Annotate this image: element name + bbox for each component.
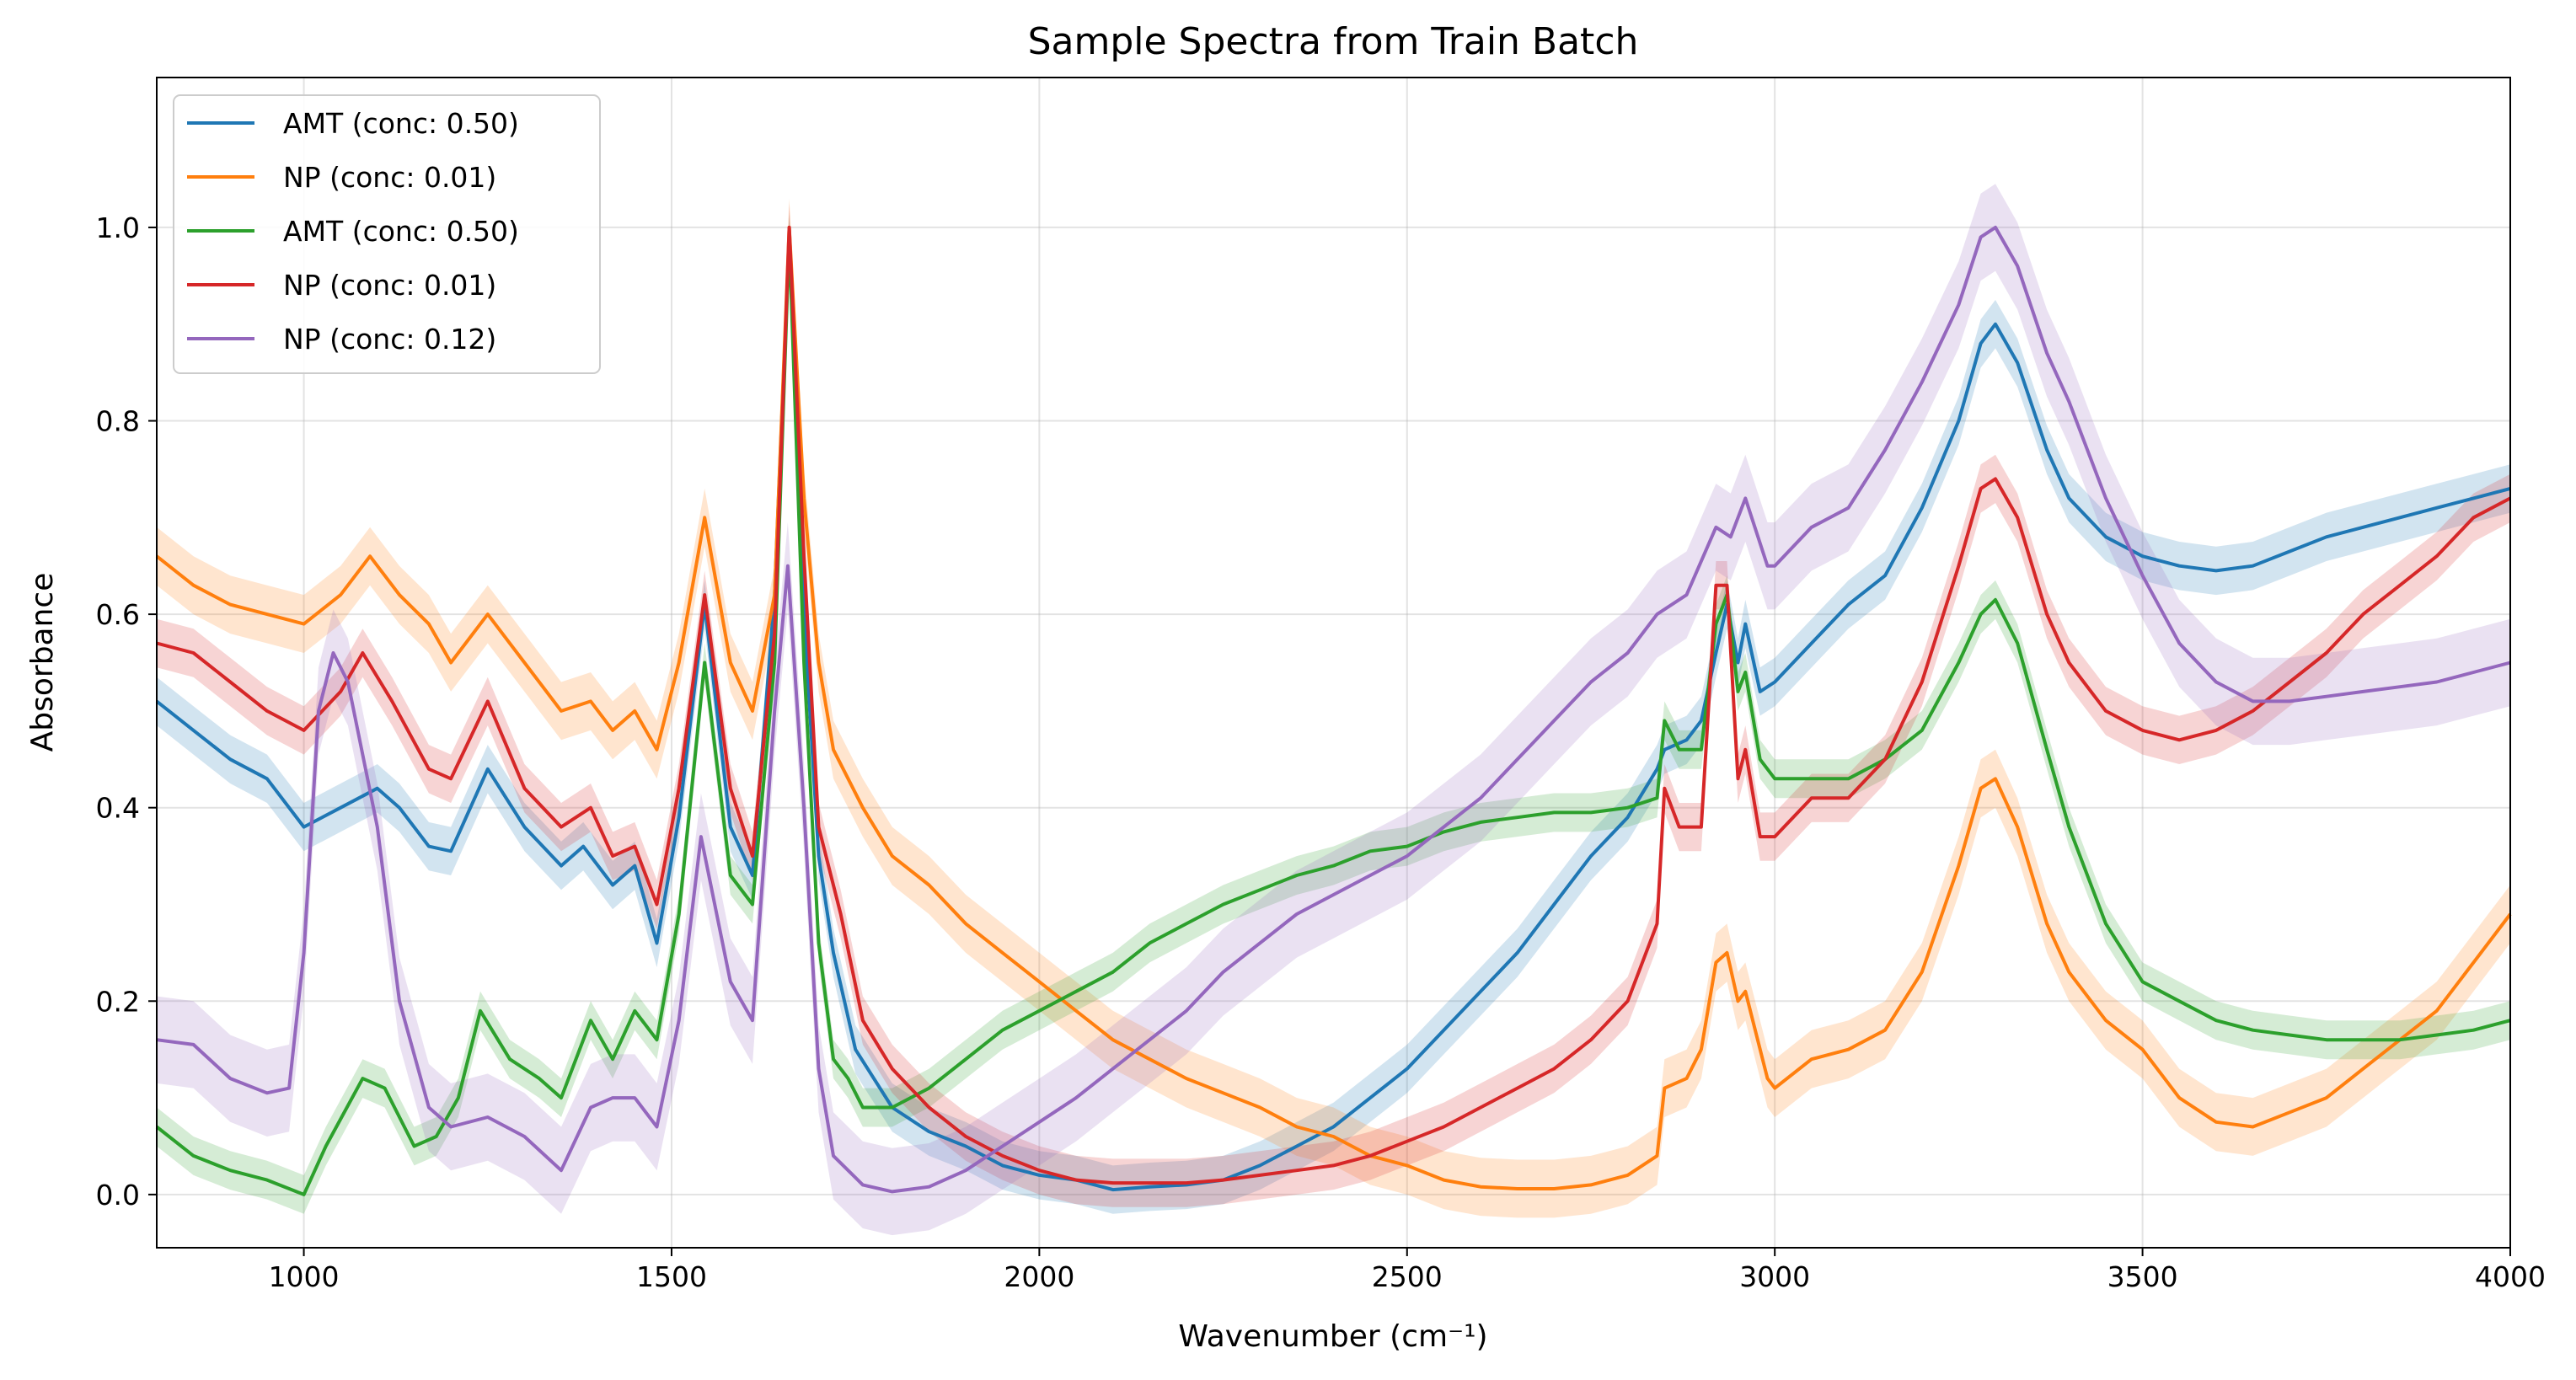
y-tick-label: 0.8 bbox=[96, 405, 140, 438]
legend-label: NP (conc: 0.01) bbox=[283, 269, 496, 302]
x-tick-label: 1500 bbox=[636, 1260, 707, 1293]
legend-label: AMT (conc: 0.50) bbox=[283, 215, 519, 248]
x-tick-label: 2500 bbox=[1372, 1260, 1443, 1293]
x-tick-label: 3000 bbox=[1739, 1260, 1810, 1293]
series-3-line bbox=[155, 235, 2511, 1196]
y-tick-label: 0.0 bbox=[96, 1179, 140, 1212]
axis-ticks: 1000 1500 2000 2500 3000 3500 4000 0.0 0.2 0.4 0.6… bbox=[96, 211, 2546, 1293]
series-2-line bbox=[155, 225, 2512, 1190]
x-tick-label: 3500 bbox=[2107, 1260, 2178, 1293]
x-axis-label: Wavenumber (cm⁻¹) bbox=[1178, 1319, 1487, 1354]
series-lines bbox=[155, 225, 2512, 1196]
x-tick-label: 4000 bbox=[2475, 1260, 2546, 1293]
y-tick-label: 0.2 bbox=[96, 985, 140, 1018]
y-tick-label: 0.4 bbox=[96, 792, 140, 825]
y-axis-label: Absorbance bbox=[25, 573, 60, 752]
series-3-band bbox=[157, 217, 2510, 1214]
x-tick-label: 1000 bbox=[269, 1260, 340, 1293]
confidence-bands bbox=[157, 184, 2510, 1236]
plot-frame bbox=[156, 77, 2511, 1249]
series-1-line bbox=[155, 235, 2511, 1192]
legend: AMT (conc: 0.50) NP (conc: 0.01) AMT (conc… bbox=[173, 94, 601, 374]
legend-label: NP (conc: 0.01) bbox=[283, 161, 496, 194]
grid bbox=[157, 78, 2511, 1248]
series-5-line bbox=[156, 225, 2511, 1194]
legend-label: NP (conc: 0.12) bbox=[283, 323, 496, 356]
series-2-band bbox=[157, 198, 2510, 1218]
series-5-band bbox=[157, 184, 2510, 1236]
legend-label: AMT (conc: 0.50) bbox=[283, 107, 519, 140]
legend-box bbox=[173, 94, 601, 374]
series-4-line bbox=[156, 225, 2511, 1185]
x-tick-label: 2000 bbox=[1004, 1260, 1074, 1293]
chart-title: Sample Spectra from Train Batch bbox=[1028, 20, 1639, 63]
y-tick-label: 0.6 bbox=[96, 598, 140, 631]
y-tick-label: 1.0 bbox=[96, 211, 140, 244]
